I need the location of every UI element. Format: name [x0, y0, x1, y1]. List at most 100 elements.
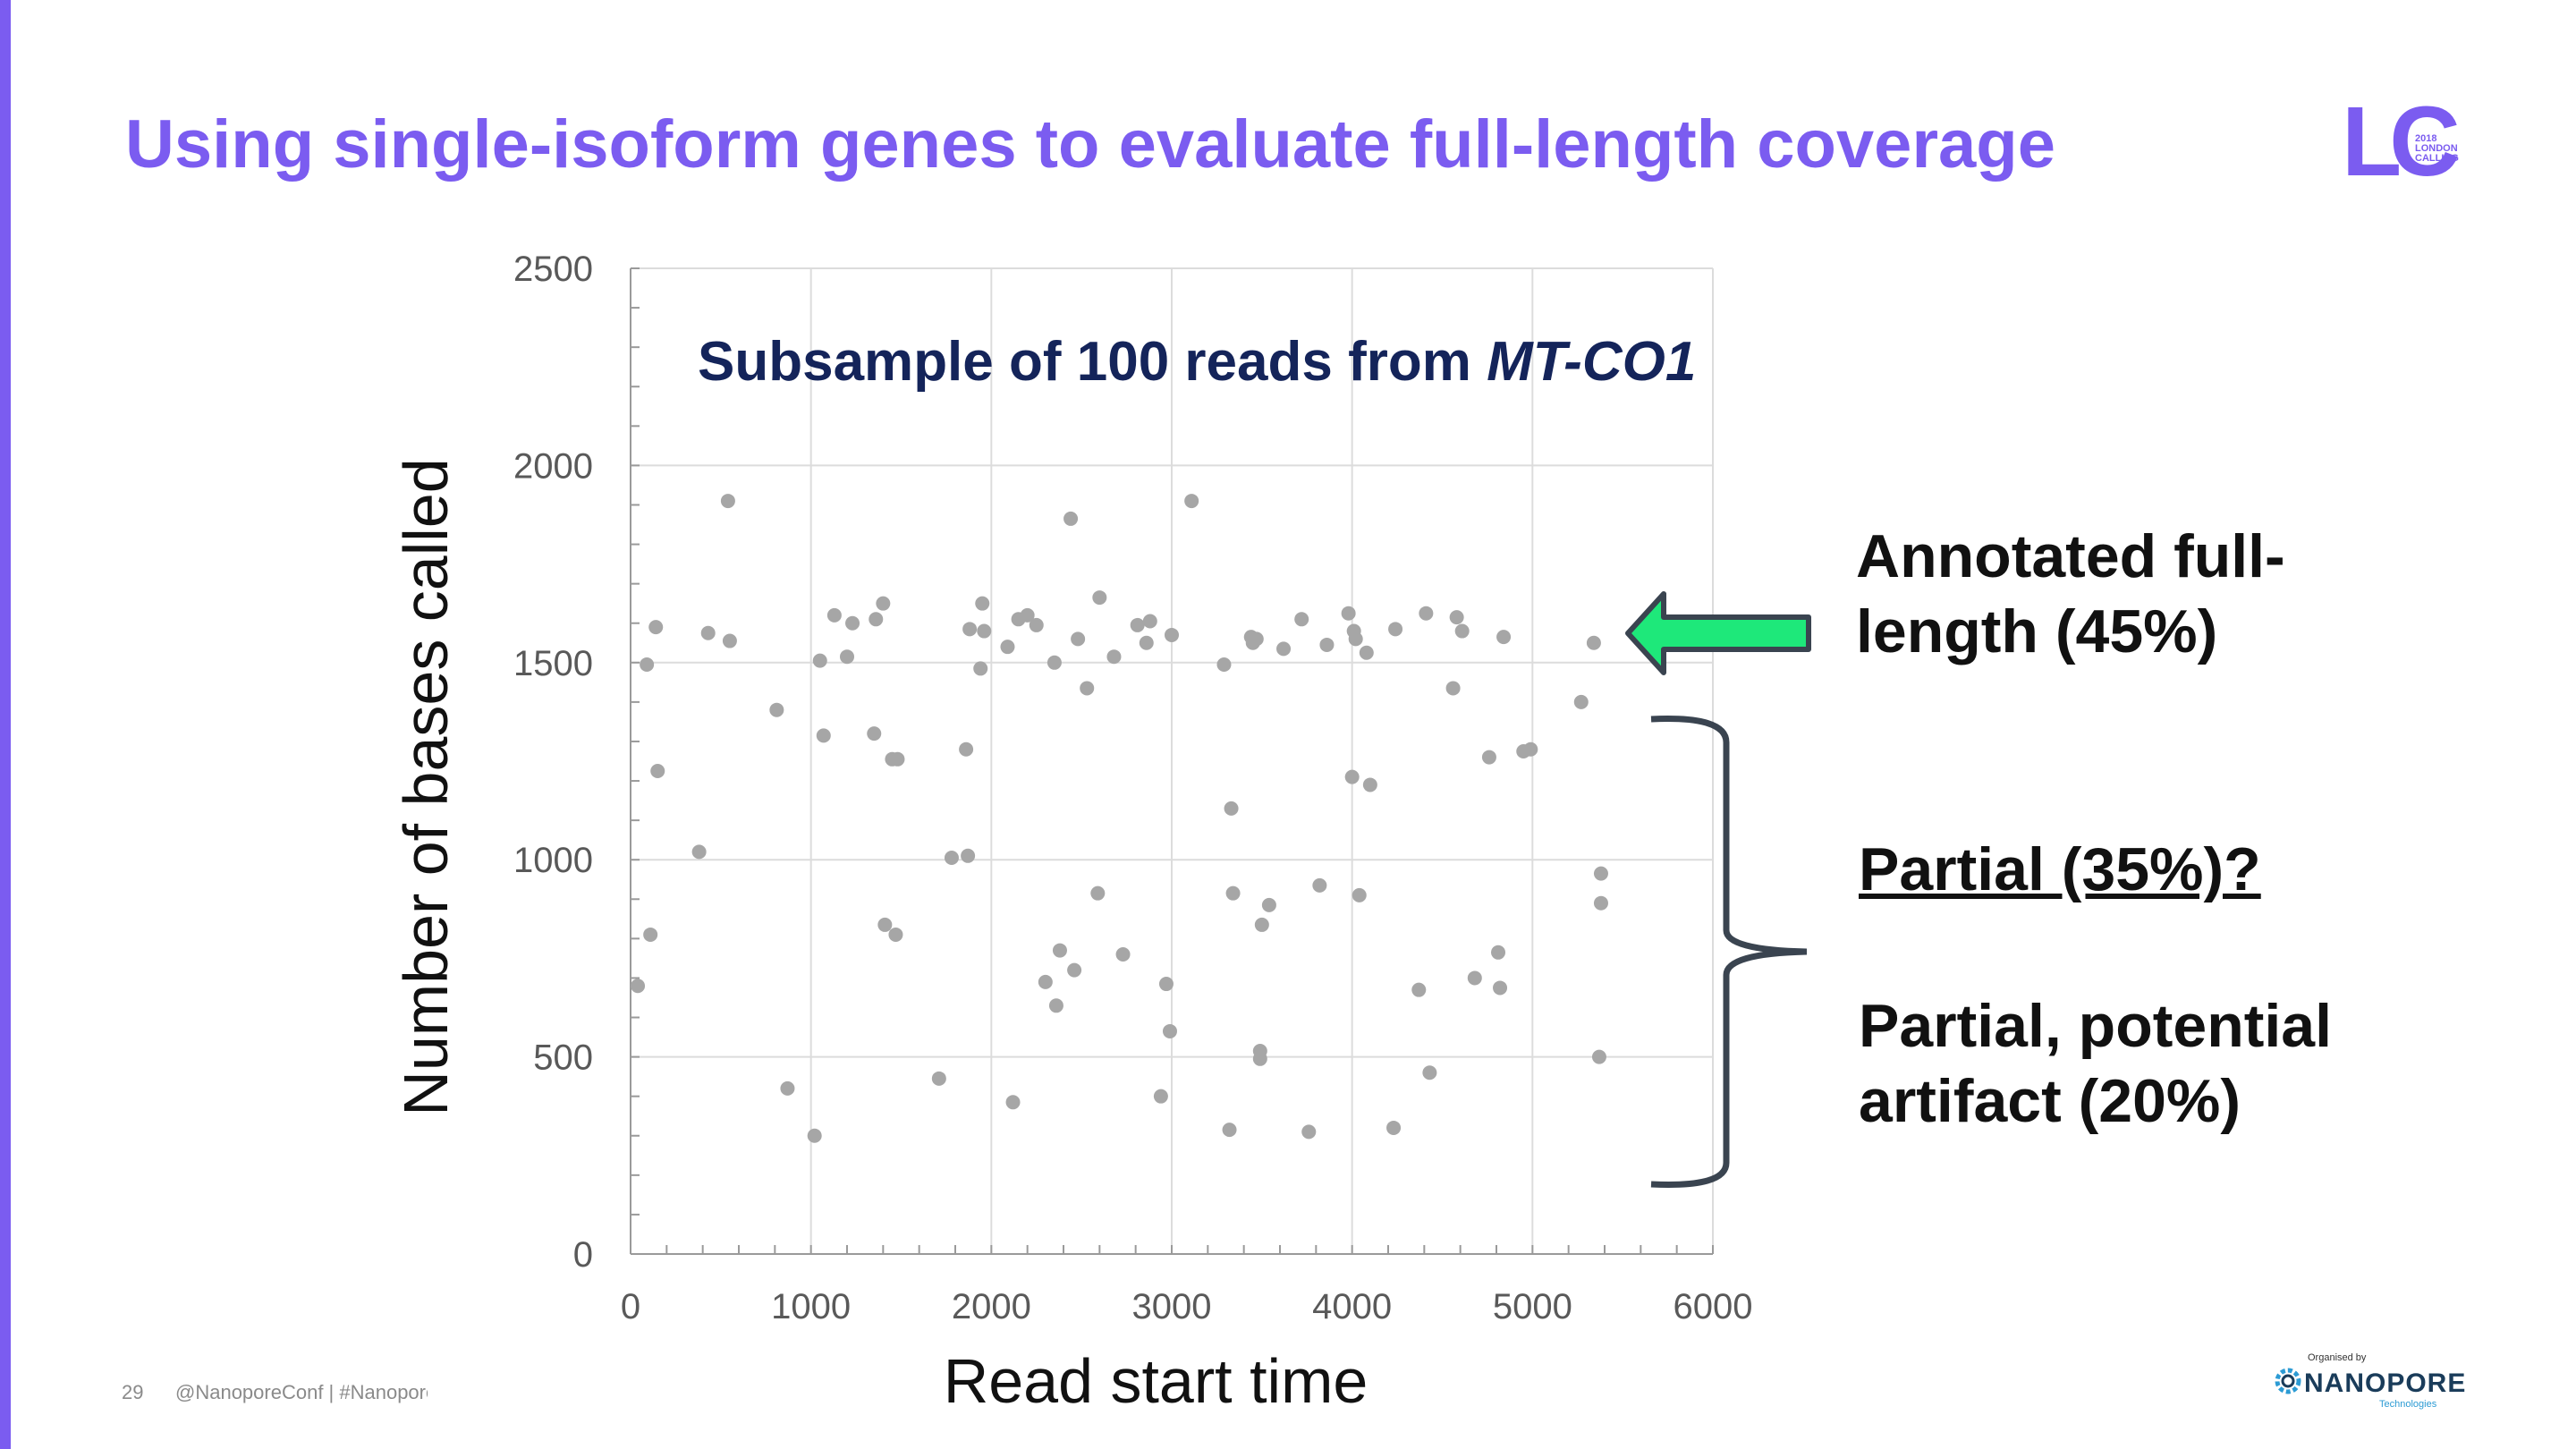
y-tick-label: 0	[573, 1235, 593, 1275]
data-point	[1593, 895, 1608, 911]
data-point	[1388, 622, 1403, 637]
data-point	[931, 1071, 946, 1086]
data-point	[1301, 1124, 1317, 1140]
data-point	[973, 661, 988, 676]
data-point	[1158, 977, 1174, 992]
data-point	[720, 494, 735, 509]
data-point	[867, 726, 882, 741]
x-tick-label: 2000	[952, 1287, 1031, 1326]
y-tick-label: 500	[533, 1038, 593, 1078]
data-point	[1080, 681, 1095, 696]
data-point	[1046, 655, 1062, 670]
data-point	[826, 607, 842, 623]
x-tick-label: 0	[621, 1287, 640, 1326]
data-point	[1362, 777, 1377, 792]
chart-annotations	[1625, 591, 1811, 1188]
data-point	[1573, 694, 1589, 709]
data-point	[890, 751, 905, 767]
data-point	[1222, 1123, 1237, 1138]
nanopore-tagline: Technologies	[2379, 1399, 2437, 1410]
data-point	[1165, 627, 1179, 642]
x-tick-label: 1000	[771, 1287, 851, 1326]
data-point	[1445, 681, 1461, 696]
y-axis-label: Number of bases called	[391, 458, 461, 1115]
data-point	[1386, 1120, 1402, 1135]
data-point	[959, 741, 974, 757]
data-point	[769, 702, 784, 717]
data-point	[1261, 897, 1276, 912]
partial-bracket	[1650, 716, 1808, 1188]
data-point	[869, 612, 884, 627]
data-point	[877, 917, 893, 932]
lc-line1: LONDON	[2415, 143, 2458, 154]
data-point	[1422, 1065, 1437, 1080]
data-point	[1153, 1089, 1168, 1104]
data-point	[1411, 982, 1427, 997]
data-point	[700, 625, 716, 640]
data-point	[944, 850, 959, 865]
callout-full-length: Annotated full-length (45%)	[1856, 522, 2285, 665]
x-tick-label: 4000	[1312, 1287, 1392, 1326]
data-point	[1225, 886, 1241, 901]
data-point	[1341, 606, 1356, 621]
data-point	[1142, 614, 1157, 629]
data-point	[1184, 494, 1199, 509]
data-point	[1319, 637, 1335, 652]
data-point	[1496, 630, 1512, 645]
data-point	[1593, 866, 1608, 881]
nanopore-logo: Organised by NANOPORE Technologies	[2272, 1349, 2469, 1420]
x-axis-label: Read start time	[944, 1346, 1368, 1416]
data-point	[1020, 607, 1035, 623]
chart-title: Subsample of 100 reads from MT-CO1	[698, 331, 1696, 393]
data-point	[643, 927, 658, 942]
chart-axes: Subsample of 100 reads from MT-CO1 Read …	[391, 331, 1696, 1416]
data-point	[1449, 610, 1464, 625]
data-point	[1005, 1095, 1021, 1110]
data-point	[1249, 631, 1264, 647]
data-point	[1252, 1051, 1267, 1066]
data-point	[650, 764, 665, 779]
data-point	[1491, 945, 1506, 960]
page-number: 29	[122, 1381, 144, 1403]
nanopore-gear-icon	[2275, 1368, 2301, 1394]
chart-points	[631, 494, 1608, 1143]
data-point	[1224, 801, 1239, 816]
data-point	[1067, 962, 1082, 978]
data-point	[1038, 974, 1053, 989]
y-tick-label: 2000	[513, 446, 593, 486]
data-point	[1000, 640, 1015, 655]
data-point	[876, 596, 891, 611]
lc-year: 2018	[2415, 133, 2437, 144]
data-point	[1493, 980, 1508, 996]
lc-wordmark: 2018 LONDON CALLING	[2415, 134, 2478, 164]
lc-line2: CALLING	[2415, 153, 2459, 164]
data-point	[1052, 943, 1067, 958]
chart-grid	[630, 267, 1714, 1255]
x-tick-label: 5000	[1493, 1287, 1572, 1326]
data-point	[807, 1128, 822, 1143]
data-point	[845, 615, 860, 631]
accent-bar	[0, 0, 11, 1449]
y-tick-label: 2500	[513, 250, 593, 289]
data-point	[1344, 769, 1360, 784]
full-length-arrow	[1625, 591, 1811, 675]
data-point	[1294, 612, 1309, 627]
data-point	[1048, 998, 1063, 1013]
organised-by-label: Organised by	[2308, 1352, 2367, 1363]
data-point	[1106, 649, 1122, 665]
data-point	[691, 844, 707, 860]
data-point	[1352, 887, 1367, 902]
x-tick-label: 6000	[1674, 1287, 1753, 1326]
data-point	[888, 927, 903, 942]
data-point	[1216, 657, 1232, 673]
callout-artifact: Partial, potential artifact (20%)	[1859, 992, 2332, 1135]
callout-partial: Partial (35%)?	[1859, 835, 2261, 903]
data-point	[1092, 590, 1107, 606]
data-point	[1254, 917, 1269, 932]
data-point	[1276, 641, 1292, 657]
lc-letters: LC	[2342, 87, 2461, 197]
data-point	[1130, 617, 1145, 632]
data-point	[1348, 631, 1363, 647]
data-point	[1454, 623, 1470, 639]
